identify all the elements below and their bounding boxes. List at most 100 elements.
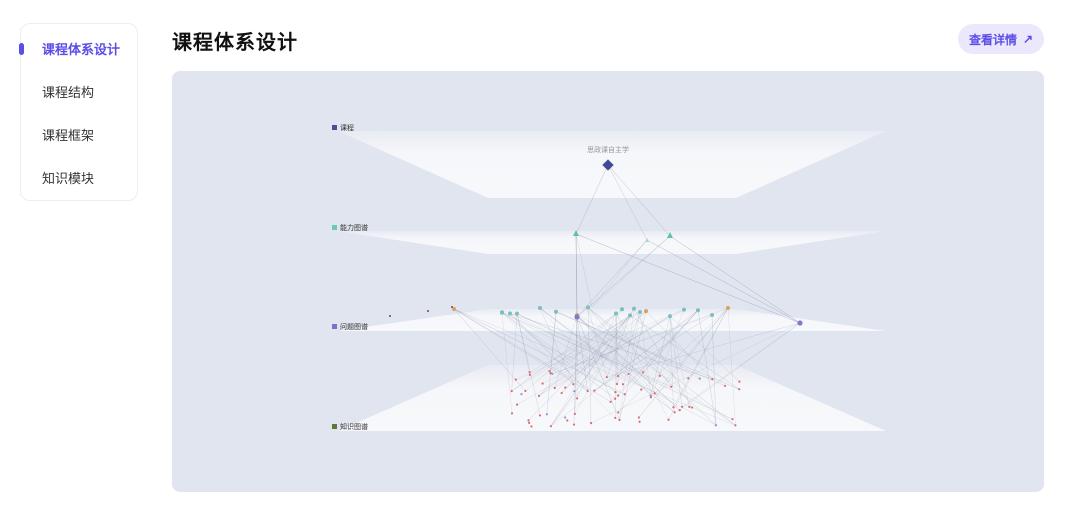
knowledge-node[interactable]	[527, 419, 530, 422]
problem-node[interactable]	[500, 310, 504, 315]
sidebar-item-course-system-design[interactable]: 课程体系设计	[19, 28, 139, 68]
knowledge-node[interactable]	[614, 397, 617, 400]
knowledge-node[interactable]	[616, 374, 620, 378]
problem-node[interactable]	[726, 305, 730, 310]
problem-node[interactable]	[452, 306, 456, 311]
knowledge-node[interactable]	[566, 419, 569, 422]
problem-node[interactable]	[574, 314, 580, 320]
knowledge-node[interactable]	[564, 386, 567, 389]
knowledge-node[interactable]	[514, 378, 517, 381]
knowledge-node[interactable]	[658, 374, 661, 377]
knowledge-node[interactable]	[614, 416, 617, 420]
knowledge-node[interactable]	[638, 420, 641, 423]
problem-node[interactable]	[538, 305, 542, 310]
knowledge-node[interactable]	[680, 405, 684, 408]
ability-node[interactable]	[573, 230, 579, 236]
problem-node[interactable]	[508, 311, 512, 316]
knowledge-node[interactable]	[731, 418, 734, 421]
knowledge-node[interactable]	[545, 413, 548, 416]
knowledge-node[interactable]	[553, 386, 556, 390]
knowledge-node[interactable]	[724, 384, 727, 387]
knowledge-node[interactable]	[672, 406, 675, 409]
knowledge-node[interactable]	[621, 383, 625, 386]
knowledge-node[interactable]	[510, 412, 514, 415]
knowledge-node[interactable]	[738, 380, 741, 383]
knowledge-node[interactable]	[572, 423, 576, 426]
problem-node[interactable]	[451, 306, 453, 308]
knowledge-node[interactable]	[623, 393, 626, 396]
graph-visualization[interactable]: 课程 能力图谱 问题图谱 知识图谱 思政课自主学	[172, 71, 1044, 492]
knowledge-node[interactable]	[688, 405, 691, 408]
problem-node[interactable]	[644, 309, 648, 314]
problem-node[interactable]	[668, 314, 672, 319]
knowledge-node[interactable]	[573, 412, 576, 416]
knowledge-node[interactable]	[560, 391, 563, 395]
problem-node[interactable]	[554, 309, 558, 314]
problem-node[interactable]	[682, 307, 686, 312]
knowledge-node[interactable]	[614, 391, 617, 394]
knowledge-node[interactable]	[641, 371, 645, 374]
knowledge-node[interactable]	[698, 377, 701, 380]
knowledge-node[interactable]	[530, 425, 533, 428]
knowledge-node[interactable]	[537, 394, 541, 397]
problem-node[interactable]	[620, 307, 624, 312]
knowledge-node[interactable]	[548, 369, 551, 373]
problem-node[interactable]	[632, 306, 636, 311]
knowledge-node[interactable]	[572, 383, 575, 386]
knowledge-node[interactable]	[618, 418, 621, 421]
problem-node[interactable]	[427, 310, 429, 312]
knowledge-node[interactable]	[528, 421, 531, 424]
knowledge-node[interactable]	[589, 421, 593, 425]
knowledge-node[interactable]	[738, 388, 741, 391]
problem-node[interactable]	[586, 305, 590, 310]
knowledge-node[interactable]	[617, 411, 620, 414]
knowledge-node[interactable]	[637, 416, 641, 419]
knowledge-node[interactable]	[691, 406, 694, 409]
knowledge-node[interactable]	[714, 424, 718, 427]
problem-node[interactable]	[389, 315, 391, 317]
knowledge-node[interactable]	[575, 397, 579, 400]
view-details-button[interactable]: 查看详情 ↗	[958, 24, 1044, 54]
knowledge-node[interactable]	[528, 373, 531, 376]
knowledge-node[interactable]	[667, 418, 670, 421]
knowledge-node[interactable]	[549, 425, 552, 428]
knowledge-node[interactable]	[627, 372, 630, 376]
knowledge-node[interactable]	[615, 382, 619, 386]
problem-node[interactable]	[797, 320, 803, 326]
ability-node[interactable]	[667, 232, 673, 238]
knowledge-node[interactable]	[711, 378, 714, 381]
problem-node[interactable]	[515, 311, 519, 316]
knowledge-node[interactable]	[538, 414, 542, 417]
knowledge-node[interactable]	[617, 394, 620, 397]
knowledge-node[interactable]	[678, 408, 681, 412]
problem-node[interactable]	[628, 313, 632, 318]
knowledge-node[interactable]	[510, 390, 513, 393]
knowledge-node[interactable]	[734, 424, 737, 427]
problem-node[interactable]	[614, 311, 618, 316]
knowledge-node[interactable]	[670, 385, 673, 388]
knowledge-node[interactable]	[609, 400, 612, 403]
knowledge-node[interactable]	[673, 411, 676, 414]
knowledge-node[interactable]	[524, 389, 527, 393]
knowledge-node[interactable]	[605, 376, 608, 379]
knowledge-node[interactable]	[515, 403, 519, 406]
knowledge-node[interactable]	[593, 389, 596, 392]
knowledge-node[interactable]	[687, 377, 690, 380]
knowledge-node[interactable]	[653, 392, 656, 395]
ability-node[interactable]	[645, 238, 649, 242]
problem-node[interactable]	[696, 308, 700, 313]
problem-node[interactable]	[638, 309, 642, 314]
knowledge-node[interactable]	[549, 371, 552, 375]
knowledge-node[interactable]	[520, 392, 523, 396]
problem-node[interactable]	[710, 312, 714, 317]
knowledge-node[interactable]	[564, 416, 567, 419]
knowledge-node[interactable]	[649, 396, 653, 399]
knowledge-node[interactable]	[541, 382, 544, 385]
sidebar-item-course-framework[interactable]: 课程框架	[21, 114, 139, 154]
sidebar-item-course-structure[interactable]: 课程结构	[21, 71, 139, 111]
knowledge-node[interactable]	[528, 371, 531, 374]
sidebar-item-knowledge-module[interactable]: 知识模块	[21, 157, 139, 197]
knowledge-node[interactable]	[640, 388, 643, 391]
knowledge-node[interactable]	[586, 389, 589, 393]
knowledge-node[interactable]	[551, 372, 554, 375]
